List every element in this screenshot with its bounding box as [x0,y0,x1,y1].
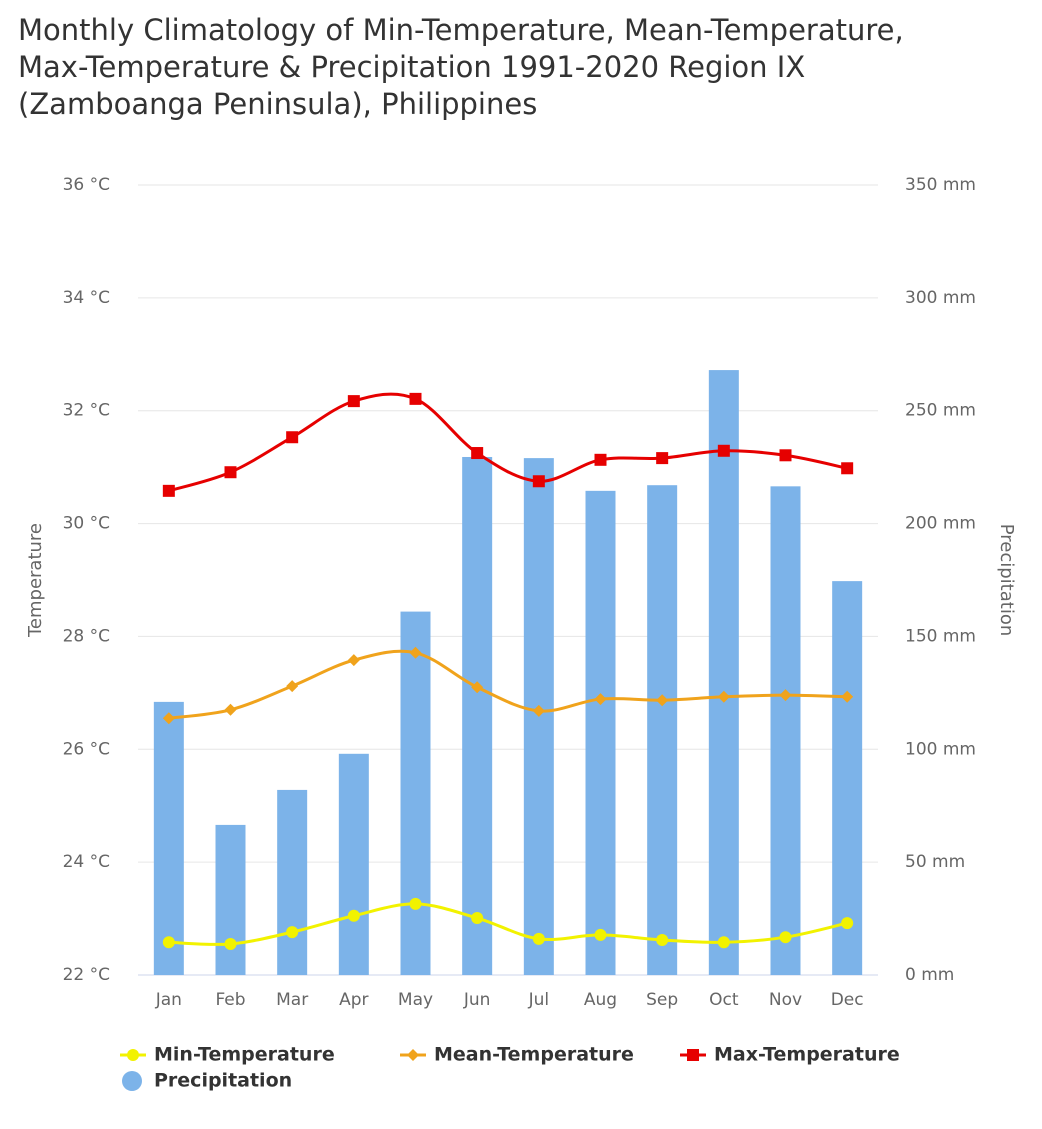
x-tick-label: Nov [769,990,802,1010]
point [779,931,792,944]
point [162,712,175,725]
y2-tick-label: 200 mm [905,514,976,534]
point [347,395,360,408]
y-tick-label: 32 °C [63,401,110,421]
point [471,912,484,925]
y-tick-label: 24 °C [63,852,110,872]
chart-title: Monthly Climatology of Min-Temperature, … [18,13,904,121]
point [286,926,299,939]
point [224,703,237,716]
y-tick-label: 28 °C [63,626,110,646]
legend-symbol [122,1071,142,1091]
point [471,447,484,460]
point [656,694,669,707]
x-tick-label: Sep [646,990,678,1010]
legend-label: Max-Temperature [714,1044,900,1066]
y2-tick-label: 150 mm [905,626,976,646]
line [168,649,848,720]
bar [708,370,739,976]
point [224,466,237,479]
y-axis-title: Temperature [25,523,46,638]
bar [215,824,246,975]
y2-tick-label: 300 mm [905,288,976,308]
legend-label: Precipitation [154,1070,292,1092]
point [532,932,545,945]
point [224,937,237,950]
y-tick-label: 22 °C [63,965,110,985]
point [717,690,730,703]
x-tick-label: May [398,990,433,1010]
legend-symbol [407,1049,419,1061]
x-tick-label: Aug [584,990,617,1010]
legend-label: Mean-Temperature [434,1044,634,1066]
x-tick-label: Mar [276,990,308,1010]
point [594,693,607,706]
point [841,462,854,475]
y2-tick-label: 250 mm [905,401,976,421]
bar [832,581,863,975]
bar [647,485,678,975]
point [347,909,360,922]
point [779,449,792,462]
point [286,680,299,693]
y2-tick-label: 50 mm [905,852,965,872]
x-tick-label: Jan [155,990,182,1010]
point [532,475,545,488]
point [162,936,175,949]
point [409,646,422,659]
point [532,704,545,717]
point [717,444,730,457]
point [286,431,299,444]
legend-symbol [127,1049,139,1061]
legend-label: Min-Temperature [154,1044,335,1066]
y-tick-label: 34 °C [63,288,110,308]
point [841,690,854,703]
point [656,452,669,465]
bar [770,486,801,975]
line [168,902,848,946]
bar [277,789,308,975]
point [779,689,792,702]
bar [585,490,616,975]
x-tick-label: Oct [709,990,739,1010]
x-tick-label: Jun [463,990,491,1010]
line [168,392,848,493]
y2-tick-label: 350 mm [905,175,976,195]
point [471,681,484,694]
point [717,936,730,949]
bar [153,701,184,975]
point [841,917,854,930]
y-tick-label: 26 °C [63,739,110,759]
point [347,654,360,667]
legend-symbol [687,1049,699,1061]
x-tick-label: Jul [528,990,550,1010]
bar [462,456,493,975]
bar [338,753,369,975]
point [162,484,175,497]
y-tick-label: 36 °C [63,175,110,195]
x-tick-label: Dec [831,990,864,1010]
point [409,897,422,910]
y2-axis-title: Precipitation [996,524,1017,637]
point [594,928,607,941]
x-tick-label: Apr [339,990,368,1010]
y2-tick-label: 0 mm [905,965,954,985]
x-tick-label: Feb [215,990,245,1010]
point [594,453,607,466]
point [656,934,669,947]
y-tick-label: 30 °C [63,514,110,534]
bar [400,611,431,975]
point [409,392,422,405]
y2-tick-label: 100 mm [905,739,976,759]
